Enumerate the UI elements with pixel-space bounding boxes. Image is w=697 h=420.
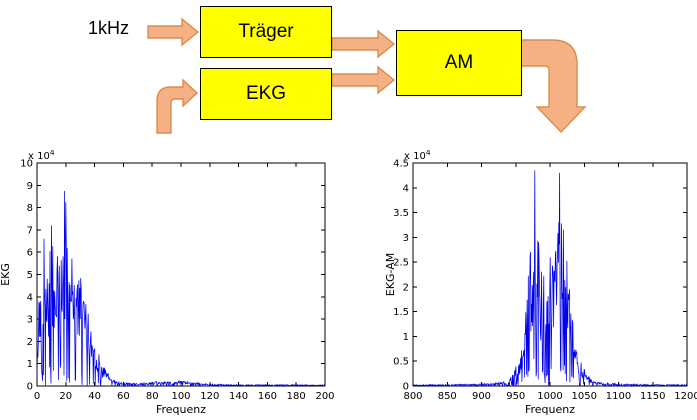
y-tick-label: 9: [27, 181, 33, 192]
x-tick-label: 1000: [537, 391, 562, 402]
y-tick-label: 1: [27, 359, 33, 370]
y-tick-label: 6: [27, 248, 33, 259]
x-tick-label: 1050: [572, 391, 597, 402]
y-tick-label: 3: [27, 315, 33, 326]
spectrum-line: [36, 190, 326, 388]
arrow-am-output: [520, 39, 587, 134]
y-tick-label: 4: [27, 292, 33, 303]
diagram-arrow-layer: [147, 17, 587, 134]
spectrum-line: [412, 170, 688, 388]
x-axis-label: Frequenz: [156, 403, 206, 416]
x-tick-label: 950: [506, 391, 525, 402]
block-traeger: Träger: [200, 6, 332, 58]
arrow-1khz-to-traeger: [147, 17, 200, 47]
x-tick-label: 180: [287, 391, 306, 402]
x-tick-label: 200: [315, 391, 334, 402]
x-tick-label: 1100: [606, 391, 631, 402]
block-ekg-label: EKG: [245, 83, 287, 104]
x-tick-label: 900: [472, 391, 491, 402]
arrow-ekg-to-am: [331, 65, 396, 95]
y-tick-label: 2: [27, 337, 33, 348]
x-tick-label: 800: [403, 391, 422, 402]
x-tick-label: 1200: [674, 391, 697, 402]
arrow-input-to-ekg: [156, 78, 199, 134]
y-tick-label: 2.5: [393, 258, 409, 269]
x-tick-label: 100: [171, 391, 190, 402]
x-tick-label: 160: [258, 391, 277, 402]
x-tick-label: 850: [438, 391, 457, 402]
y-tick-label: 0.5: [393, 357, 409, 368]
y-tick-label: 4: [403, 183, 409, 194]
y-tick-label: 3: [403, 233, 409, 244]
block-am: AM: [396, 30, 522, 96]
y-tick-label: 8: [27, 203, 33, 214]
y-tick-label: 1: [403, 332, 409, 343]
am-block-diagram: 1kHz Träger EKG AM: [0, 0, 697, 150]
input-frequency-label: 1kHz: [88, 18, 130, 38]
axes-box: [36, 162, 326, 387]
x-tick-label: 0: [34, 391, 40, 402]
y-tick-label: 10: [20, 159, 33, 170]
y-tick-label: 0: [403, 382, 409, 393]
x-tick-label: 140: [229, 391, 248, 402]
y-tick-label: 7: [27, 225, 33, 236]
y-axis-label: EKG: [0, 263, 12, 286]
ekg-spectrum-chart: 0 20 40 60 80 100 120 140 160 180 200 0 1 2 3 4 5 6 7 8 9 10 F…: [0, 150, 340, 420]
y-axis-label: EKG-AM: [385, 253, 397, 296]
ekg-am-spectrum-chart: 800 850 900 950 1000 1050 1100 1150 1200 0 0.5 1 1.5…: [385, 150, 697, 420]
arrow-traeger-to-am: [331, 29, 396, 59]
x-tick-label: 120: [200, 391, 219, 402]
y-axis-multiplier: x 104: [404, 150, 431, 162]
x-tick-label: 1150: [640, 391, 665, 402]
x-tick-label: 40: [88, 391, 101, 402]
y-tick-label: 4.5: [393, 159, 409, 170]
y-axis-multiplier: x 104: [28, 150, 55, 162]
x-axis-label: Frequenz: [525, 403, 575, 416]
block-am-label: AM: [444, 52, 474, 73]
y-tick-label: 5: [27, 270, 33, 281]
y-tick-label: 0: [27, 382, 33, 393]
y-tick-label: 3.5: [393, 208, 409, 219]
x-tick-label: 60: [117, 391, 130, 402]
y-tick-label: 2: [403, 282, 409, 293]
x-tick-label: 20: [59, 391, 72, 402]
y-tick-label: 1.5: [393, 307, 409, 318]
block-traeger-label: Träger: [238, 21, 294, 42]
block-ekg: EKG: [200, 68, 332, 120]
x-tick-label: 80: [146, 391, 159, 402]
